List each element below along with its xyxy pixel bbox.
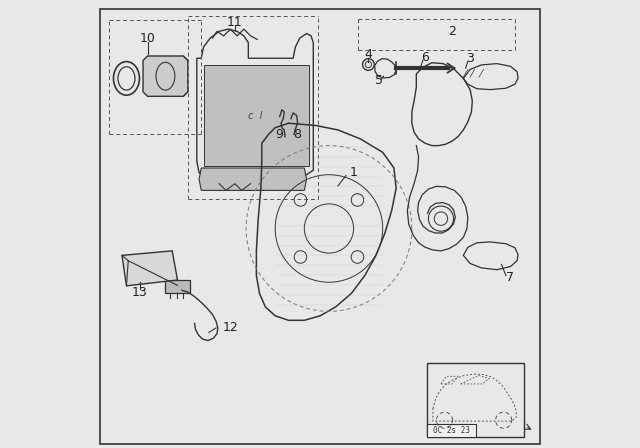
Text: 5: 5 [375,74,383,87]
Text: 9: 9 [275,128,283,141]
Text: 1: 1 [349,166,358,179]
Polygon shape [122,251,177,286]
Text: 3: 3 [466,52,474,65]
Text: 2: 2 [448,25,456,38]
Bar [427,363,524,437]
Text: 6: 6 [421,51,429,64]
Text: 8: 8 [292,128,301,141]
Text: 10: 10 [140,31,156,45]
Text: 7: 7 [506,271,515,284]
Text: 13: 13 [132,285,148,299]
Polygon shape [199,168,307,190]
Text: c  l: c l [248,112,262,121]
Bar [165,280,190,293]
Text: 12: 12 [223,321,238,335]
Bar [204,65,309,166]
Text: 4: 4 [364,48,372,61]
Text: 0C 2s 23: 0C 2s 23 [433,426,470,435]
Text: 11: 11 [227,16,243,29]
Polygon shape [143,56,188,96]
Bar [427,424,476,437]
